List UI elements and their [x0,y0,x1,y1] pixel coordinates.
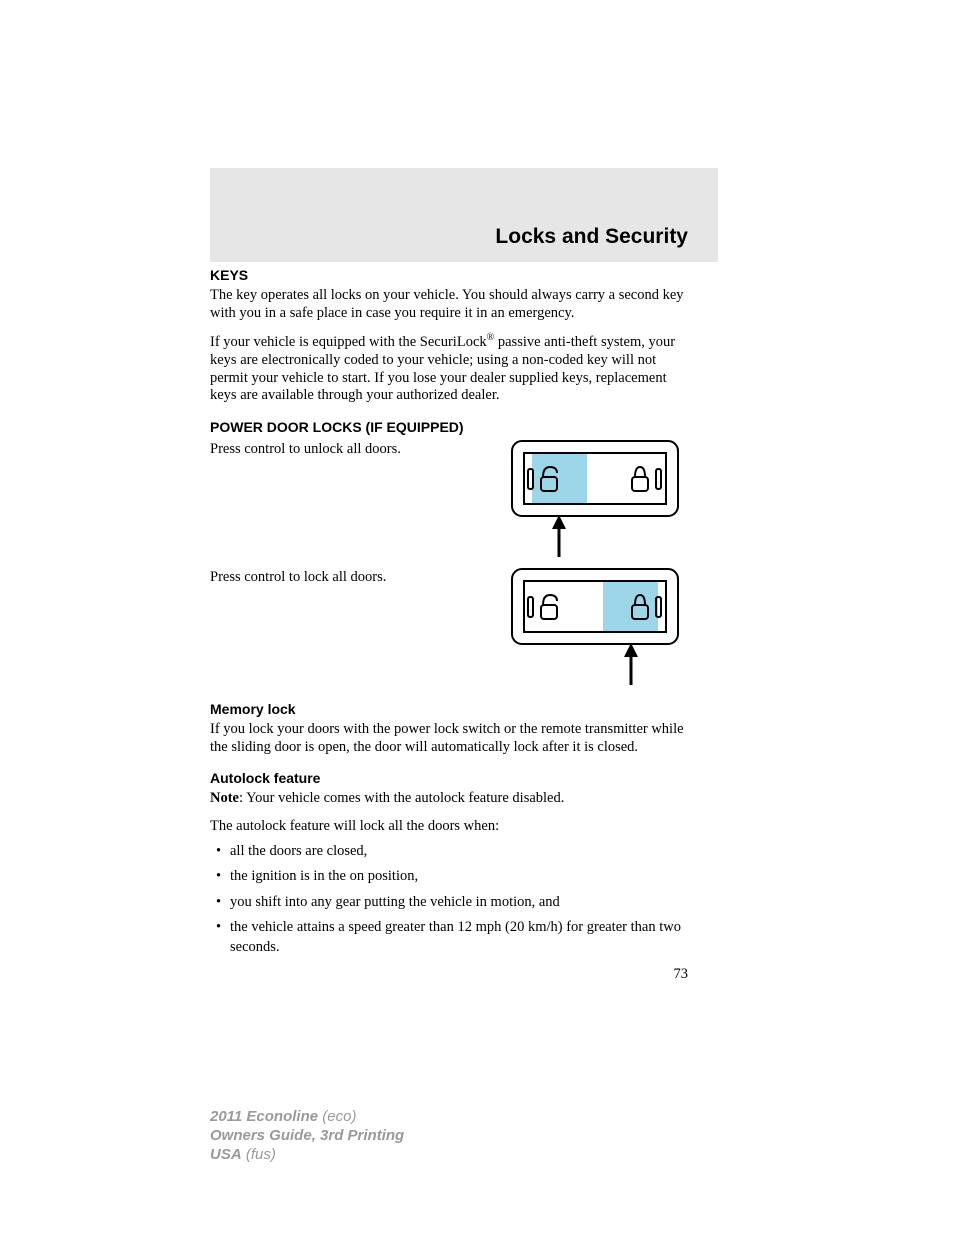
page-content: Locks and Security KEYS The key operates… [210,225,690,983]
footer-line-2: Owners Guide, 3rd Printing [210,1126,404,1145]
lock-row: Press control to lock all doors. [210,567,690,687]
unlock-row: Press control to unlock all doors. [210,439,690,559]
memory-lock-heading: Memory lock [210,701,690,717]
autolock-heading: Autolock feature [210,770,690,786]
keys-para-2-pre: If your vehicle is equipped with the Sec… [210,334,487,350]
autolock-intro: The autolock feature will lock all the d… [210,818,690,836]
unlock-text: Press control to unlock all doors. [210,439,510,459]
keys-para-1: The key operates all locks on your vehic… [210,287,690,322]
autolock-note: Note: Your vehicle comes with the autolo… [210,790,690,808]
bullet-item: the ignition is in the on position, [216,867,690,887]
page-number: 73 [210,966,690,983]
keys-heading: KEYS [210,267,690,283]
bullet-item: all the doors are closed, [216,842,690,862]
footer-line-3: USA (fus) [210,1145,404,1164]
note-text: : Your vehicle comes with the autolock f… [239,790,564,806]
footer-code-2: (fus) [242,1146,276,1163]
footer: 2011 Econoline (eco) Owners Guide, 3rd P… [210,1107,404,1165]
footer-line-1: 2011 Econoline (eco) [210,1107,404,1126]
power-locks-heading: POWER DOOR LOCKS (IF EQUIPPED) [210,419,690,435]
footer-region: USA [210,1146,242,1163]
section-title: Locks and Security [210,225,690,249]
note-label: Note [210,790,239,806]
lock-text: Press control to lock all doors. [210,567,510,587]
footer-code-1: (eco) [318,1108,356,1125]
memory-lock-para: If you lock your doors with the power lo… [210,721,690,756]
bullet-item: you shift into any gear putting the vehi… [216,893,690,913]
bullet-item: the vehicle attains a speed greater than… [216,918,690,957]
unlock-diagram [510,439,680,559]
autolock-bullets: all the doors are closed, the ignition i… [216,842,690,958]
footer-model: 2011 Econoline [210,1108,318,1125]
lock-diagram [510,567,680,687]
keys-para-2: If your vehicle is equipped with the Sec… [210,332,690,405]
